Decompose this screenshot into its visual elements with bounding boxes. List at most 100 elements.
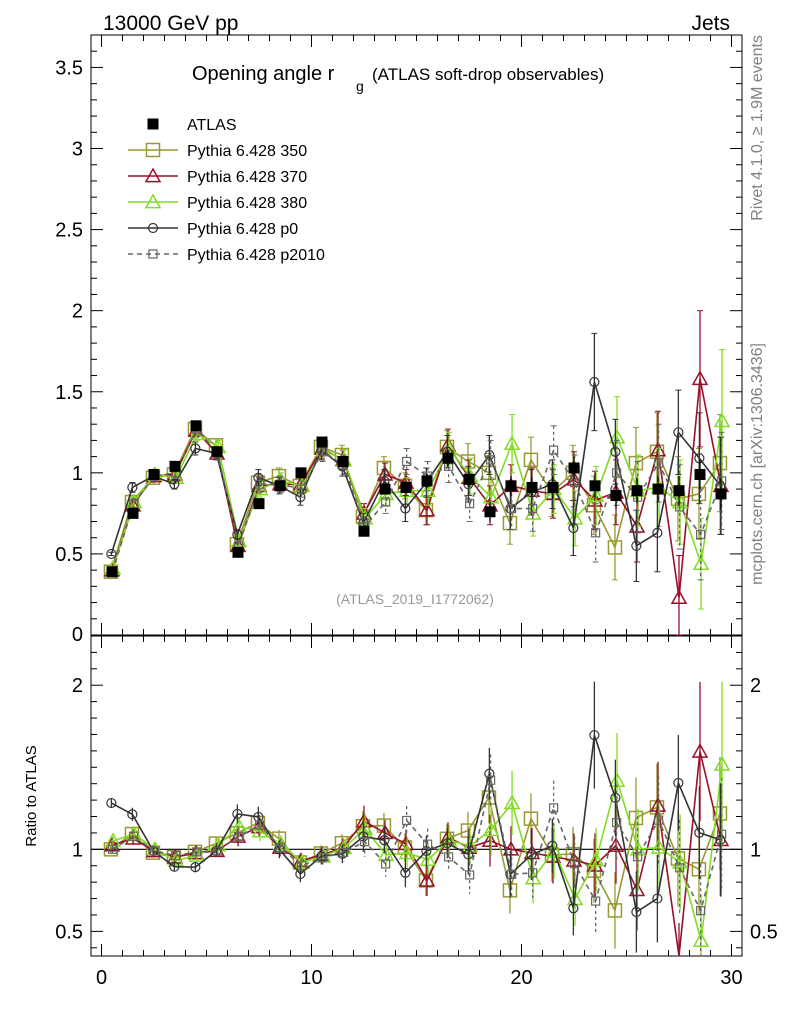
data-point xyxy=(465,499,475,509)
data-point xyxy=(419,482,437,498)
ratio-point xyxy=(129,831,139,841)
ratio-point xyxy=(631,906,642,918)
legend-label: Pythia 6.428 p2010 xyxy=(187,247,325,264)
ratio-point xyxy=(398,844,416,860)
data-point xyxy=(673,427,684,438)
ratio-point xyxy=(465,870,475,880)
ratio-point xyxy=(106,797,117,809)
header-left: 13000 GeV pp xyxy=(103,12,238,35)
atlas-point xyxy=(526,481,538,493)
ratio-point xyxy=(526,849,537,860)
legend-marker xyxy=(148,249,158,259)
y-tick-label: 3 xyxy=(72,139,83,161)
y-tick-label: 1.5 xyxy=(55,382,83,404)
atlas-point xyxy=(400,481,412,493)
ratio-point xyxy=(650,838,668,854)
series-4 xyxy=(108,422,727,581)
legend-entry-atlas: ATLAS xyxy=(147,117,237,134)
atlas-point xyxy=(295,467,307,479)
x-tick-label: 10 xyxy=(300,967,322,989)
side-label-rivet: Rivet 4.1.0, ≥ 1.9M events xyxy=(749,35,766,221)
ratio-point xyxy=(379,835,390,846)
main-y-ticks: 0.5 1 1.5 2 2.5 3 3.5 0 xyxy=(55,50,742,646)
ratio-point xyxy=(251,822,269,838)
data-point xyxy=(652,527,663,538)
ratio-point xyxy=(169,861,180,872)
ratio-point xyxy=(297,861,307,871)
data-point xyxy=(297,484,307,494)
data-point xyxy=(587,486,605,502)
ratio-point xyxy=(339,847,349,858)
ratio-point xyxy=(482,821,500,837)
ratio-point xyxy=(209,836,227,852)
data-point xyxy=(717,476,727,486)
ratio-tick-label: 1 xyxy=(72,839,83,861)
ratio-point xyxy=(633,852,643,862)
ratio-series-line xyxy=(110,795,721,913)
ratio-tick-label: 2 xyxy=(72,675,83,697)
data-point xyxy=(568,522,579,534)
y-tick-label: 2.5 xyxy=(55,220,83,242)
ratio-point xyxy=(523,811,539,826)
ratio-point xyxy=(463,849,474,860)
legend-label: Pythia 6.428 p0 xyxy=(187,221,298,238)
atlas-point xyxy=(211,446,223,458)
ratio-point xyxy=(673,777,684,789)
ratio-point xyxy=(190,862,201,873)
atlas-point xyxy=(148,468,160,480)
ratio-point xyxy=(503,794,521,810)
data-point xyxy=(484,449,495,461)
ratio-point xyxy=(358,831,369,842)
legend-marker xyxy=(145,142,161,158)
data-point xyxy=(129,499,139,509)
ratio-series-1 xyxy=(103,681,730,957)
legend-label: ATLAS xyxy=(187,117,237,134)
data-point xyxy=(631,540,642,551)
ratio-point xyxy=(610,792,621,803)
ratio-point xyxy=(171,851,181,861)
ratio-point xyxy=(316,851,327,862)
chart-title-rest: (ATLAS soft-drop observables) xyxy=(372,65,604,84)
chart-title-main: Opening angle r xyxy=(192,63,335,85)
ratio-point xyxy=(607,903,623,918)
atlas-point xyxy=(694,468,706,480)
ratio-point xyxy=(213,846,223,856)
data-point xyxy=(549,445,559,455)
ratio-point xyxy=(360,837,370,847)
data-point xyxy=(612,468,622,478)
ratio-point xyxy=(691,742,709,758)
ratio-series-line xyxy=(112,780,723,913)
atlas-point xyxy=(715,488,727,500)
ratio-point xyxy=(402,815,412,826)
data-point xyxy=(713,412,731,428)
data-point xyxy=(654,458,664,468)
ratio-point xyxy=(318,853,328,863)
ratio-point xyxy=(568,903,579,914)
ratio-series-layer xyxy=(103,681,731,957)
ratio-point xyxy=(591,896,601,906)
ratio-tick-label: 0.5 xyxy=(55,921,83,943)
atlas-point xyxy=(652,483,664,495)
legend-label: Pythia 6.428 350 xyxy=(187,143,307,160)
atlas-point xyxy=(337,455,349,467)
data-point xyxy=(528,503,538,514)
ratio-point xyxy=(192,847,202,857)
ratio-point xyxy=(628,810,644,826)
ratio-tick-label-right: 2 xyxy=(750,675,761,697)
chart-title: Opening angle r xyxy=(192,63,335,85)
atlas-point xyxy=(463,473,475,485)
data-point xyxy=(253,472,264,483)
atlas-point xyxy=(106,566,118,578)
data-point xyxy=(255,479,265,489)
atlas-point xyxy=(505,480,517,492)
atlas-point xyxy=(316,436,328,448)
atlas-point xyxy=(379,483,391,495)
ratio-point xyxy=(419,851,437,867)
data-point xyxy=(402,456,412,467)
ratio-point xyxy=(421,845,432,857)
atlas-point xyxy=(127,507,139,519)
ratio-point xyxy=(670,851,686,866)
legend-marker xyxy=(147,222,159,234)
series-1 xyxy=(103,310,730,636)
legend: ATLAS Pythia 6.428 350 Pythia 6.428 370 Pyt… xyxy=(128,117,325,264)
